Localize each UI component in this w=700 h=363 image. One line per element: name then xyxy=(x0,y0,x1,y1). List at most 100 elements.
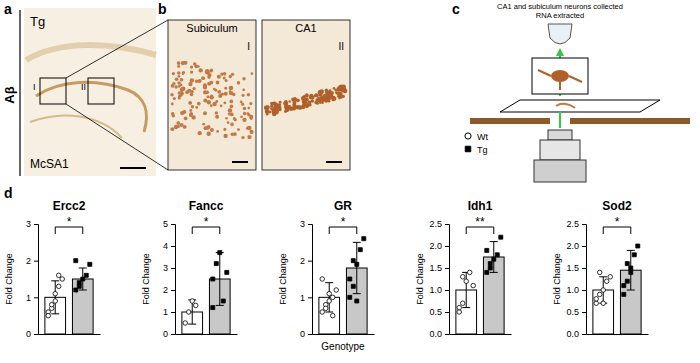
data-point xyxy=(632,253,636,257)
cell xyxy=(223,102,226,105)
data-point xyxy=(225,270,229,274)
hippocampus-band xyxy=(36,82,146,132)
cell xyxy=(298,106,302,110)
cell xyxy=(189,109,192,112)
tick-label: 0 xyxy=(26,329,31,339)
cell xyxy=(188,101,192,105)
group-label: Tg xyxy=(30,14,45,29)
cell xyxy=(221,93,224,96)
data-point xyxy=(460,301,465,306)
cell xyxy=(181,87,185,91)
cell xyxy=(217,90,221,94)
data-point xyxy=(471,283,476,288)
arrow-head xyxy=(556,48,564,56)
capture-box xyxy=(532,58,588,94)
data-point xyxy=(464,279,469,284)
legend-symbol xyxy=(465,146,470,151)
data-point xyxy=(327,291,332,296)
cell xyxy=(333,87,336,90)
cell xyxy=(332,97,336,101)
cell xyxy=(197,65,200,68)
cell xyxy=(227,121,230,124)
cell xyxy=(293,97,296,100)
tick-label: 2 xyxy=(26,256,31,266)
cell xyxy=(217,75,221,79)
cell xyxy=(229,90,232,93)
cell xyxy=(247,93,250,96)
image-title: Subiculum xyxy=(186,22,237,34)
tick: 1 xyxy=(300,293,312,303)
cell xyxy=(215,111,218,114)
data-point xyxy=(492,257,496,261)
chart-title: Fancc xyxy=(189,199,224,213)
cell xyxy=(229,86,234,91)
tick-mark xyxy=(308,224,312,225)
tick-mark xyxy=(445,224,449,225)
axis-line xyxy=(176,334,238,335)
tick-label: 3 xyxy=(26,219,31,229)
cell xyxy=(223,128,226,131)
tick-label: 1.0 xyxy=(566,285,579,295)
cell xyxy=(175,77,179,81)
data-point xyxy=(211,277,215,281)
cell xyxy=(246,112,249,115)
cell xyxy=(250,117,253,120)
cell xyxy=(276,103,280,107)
data-point xyxy=(186,310,191,315)
cell xyxy=(272,107,276,111)
axis-line xyxy=(39,334,101,335)
tick: 3 xyxy=(163,263,175,273)
data-point xyxy=(351,259,355,263)
panel-d: d0123*Ercc2Fold Change012345*FanccFold C… xyxy=(4,185,649,352)
cell xyxy=(265,106,269,110)
cell xyxy=(181,61,185,65)
tick-label: 1.5 xyxy=(429,263,442,273)
stain-label: Aβ xyxy=(2,86,17,103)
chart: 0123*GRFold ChangeGenotype xyxy=(278,199,375,352)
tick-mark xyxy=(308,334,312,335)
tick-label: 5 xyxy=(163,219,168,229)
tick-mark xyxy=(171,224,175,225)
cell xyxy=(223,134,227,138)
cell xyxy=(325,89,328,92)
axis-line xyxy=(582,225,587,335)
cell xyxy=(170,127,174,131)
tick: 1.0 xyxy=(429,285,449,295)
section-image xyxy=(24,8,156,176)
cell xyxy=(177,75,180,78)
cell xyxy=(325,89,328,92)
data-point xyxy=(608,275,613,280)
scale-bar xyxy=(326,161,342,163)
cell-dots xyxy=(264,84,347,116)
significance-label: * xyxy=(204,215,209,229)
tick-mark xyxy=(582,246,586,247)
cell xyxy=(192,87,195,90)
data-point xyxy=(499,235,503,239)
cell xyxy=(243,107,246,110)
plot-area xyxy=(45,259,93,334)
data-point xyxy=(211,306,215,310)
data-point xyxy=(495,253,499,257)
neuron-body xyxy=(551,70,569,82)
tick-label: 3 xyxy=(163,263,168,273)
cell xyxy=(343,90,346,93)
inset-label: II xyxy=(338,41,344,52)
tick-label: 1.5 xyxy=(566,263,579,273)
tick: 0 xyxy=(163,329,175,339)
bar xyxy=(45,297,66,334)
cell xyxy=(199,68,203,72)
data-point xyxy=(485,270,489,274)
axis-line xyxy=(445,225,450,335)
tick-label: 2.0 xyxy=(429,241,442,251)
data-point xyxy=(49,302,54,307)
tick-label: 2.0 xyxy=(566,241,579,251)
cell xyxy=(198,131,202,135)
cell xyxy=(231,73,234,76)
cell xyxy=(172,72,175,75)
cell xyxy=(242,118,246,122)
data-point xyxy=(485,248,489,252)
slide xyxy=(500,100,660,112)
cell xyxy=(308,103,312,107)
cell xyxy=(242,89,245,92)
objective-tip xyxy=(548,130,572,140)
